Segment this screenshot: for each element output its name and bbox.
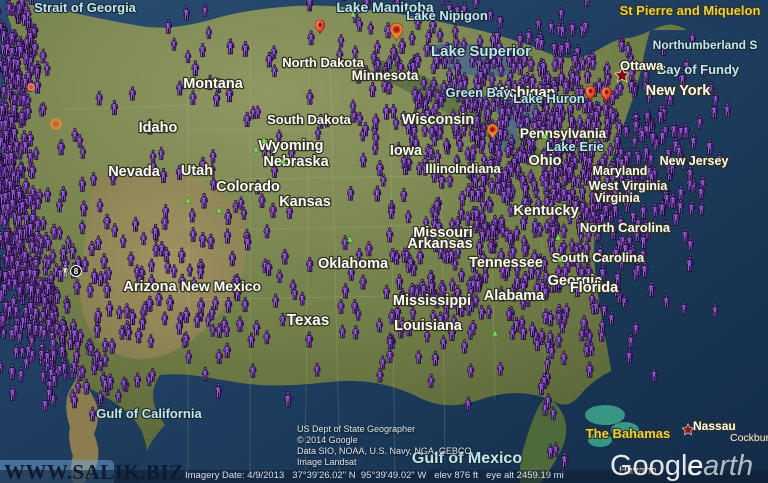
svg-text:earth: earth [687,450,753,482]
